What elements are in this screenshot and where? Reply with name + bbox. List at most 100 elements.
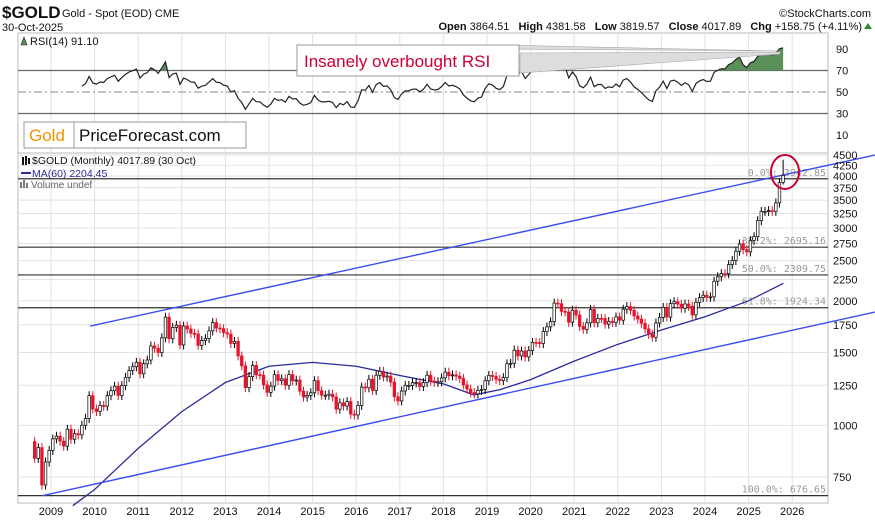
candle-body [123, 376, 128, 386]
candle-body [694, 301, 698, 316]
candle [668, 299, 673, 322]
candle-body [47, 450, 51, 463]
x-tick-label: 2016 [344, 506, 368, 518]
candle-body [690, 305, 694, 316]
candle [516, 345, 520, 361]
candle-body [552, 302, 556, 323]
candle [225, 328, 229, 339]
candle [418, 378, 422, 392]
candle [392, 377, 396, 402]
candle [320, 386, 324, 400]
candle-body [541, 331, 545, 344]
x-tick-label: 2012 [170, 506, 194, 518]
candle-body [639, 318, 644, 324]
candle [123, 372, 128, 391]
candle-body [665, 307, 669, 318]
candle-body [599, 318, 604, 320]
candle-body [207, 330, 211, 339]
candle [142, 359, 146, 379]
candle-body [232, 341, 237, 344]
candle [258, 370, 262, 380]
candle [694, 297, 698, 320]
highlight-circle [770, 154, 800, 190]
candle-body [112, 385, 117, 392]
candle [636, 311, 640, 324]
candle-body [280, 378, 284, 381]
candle-body [719, 273, 723, 278]
candle-body [483, 380, 487, 390]
candle [294, 375, 298, 386]
x-tick-label: 2024 [693, 506, 717, 518]
candle-body [189, 328, 193, 334]
logo-domain-text: PriceForecast.com [79, 126, 221, 145]
candle-body [203, 338, 208, 341]
candle-body [127, 370, 131, 378]
candle-body [450, 374, 455, 377]
candle-body [94, 408, 99, 412]
stockcharts-watermark[interactable]: ©StockCharts.com [779, 8, 871, 20]
candle [192, 328, 197, 339]
candle-body [737, 243, 742, 252]
candle [599, 313, 604, 324]
candle [298, 375, 302, 396]
candle-body [650, 333, 654, 338]
candle [134, 357, 139, 372]
candle [211, 318, 215, 336]
candle-body [756, 220, 760, 237]
rsi-legend: RSI(14) 91.10 [30, 36, 98, 48]
candle [523, 346, 527, 362]
candle-body [116, 385, 120, 396]
candle [349, 397, 353, 419]
rsi-legend-icon [20, 36, 28, 46]
candle-body [40, 447, 44, 486]
candle-body [403, 385, 407, 392]
close-value: 4017.89 [702, 21, 742, 33]
candle [469, 384, 473, 398]
candle-body [399, 390, 404, 402]
candle [639, 314, 644, 328]
candle [519, 346, 524, 361]
candle-body [570, 309, 575, 323]
x-tick-label: 2011 [126, 506, 150, 518]
candle-body [200, 340, 204, 346]
candle [203, 334, 208, 346]
candle [112, 381, 117, 396]
candle [87, 391, 91, 423]
candle [305, 390, 309, 402]
candle [330, 389, 335, 402]
candle [80, 420, 84, 440]
candle-body [436, 381, 440, 384]
candle [72, 429, 77, 444]
candle [58, 431, 62, 446]
candle [676, 297, 680, 309]
candle-body [723, 273, 727, 275]
candle-body [574, 309, 578, 316]
candle-body [614, 316, 618, 323]
candle-body [657, 317, 662, 324]
candle [490, 370, 495, 382]
candle-body [501, 377, 505, 381]
candle [458, 371, 462, 383]
candle [763, 206, 767, 216]
candle-body [628, 306, 633, 311]
x-tick-label: 2014 [257, 506, 281, 518]
candle [690, 301, 694, 320]
candle-body [465, 384, 469, 390]
candle-body [349, 401, 353, 415]
candle-body [221, 328, 226, 334]
candle-body [381, 370, 386, 378]
candle-body [389, 375, 393, 383]
candle [54, 431, 59, 444]
candle [131, 362, 135, 376]
chg-value: +158.75 (+4.11%) [775, 21, 862, 33]
candle [672, 297, 676, 309]
candle [309, 388, 313, 400]
candle-body [781, 175, 785, 183]
candle [545, 322, 549, 337]
candle [43, 457, 48, 490]
price-legend: $GOLD (Monthly) 4017.89 (30 Oct) [32, 155, 196, 167]
candle [356, 400, 360, 420]
candle [145, 355, 149, 369]
axes: 2009 2010 2011 2012 2013 2014 2015 2016 2017 2018… [39, 44, 858, 518]
candle [745, 245, 749, 257]
